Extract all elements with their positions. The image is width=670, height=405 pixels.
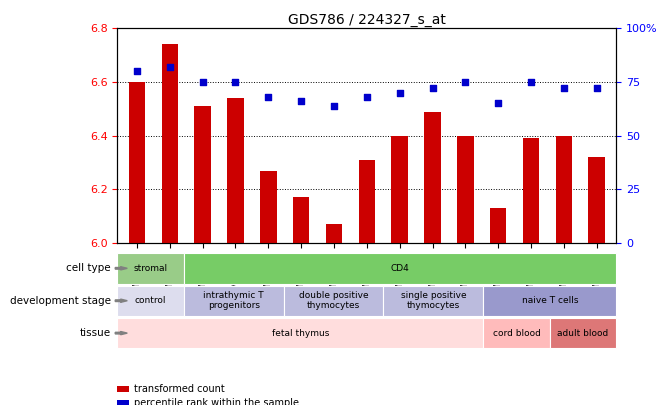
Point — [526, 79, 537, 85]
Bar — [588, 157, 605, 243]
Text: single positive
thymocytes: single positive thymocytes — [401, 291, 466, 310]
Point — [230, 79, 241, 85]
Bar — [424, 111, 441, 243]
Bar — [555, 136, 572, 243]
Bar — [383, 286, 483, 316]
Bar — [194, 106, 211, 243]
Bar — [293, 197, 310, 243]
Point — [263, 94, 273, 100]
Text: transformed count: transformed count — [134, 384, 224, 394]
Point — [427, 85, 438, 92]
Point — [295, 98, 306, 104]
Bar — [483, 286, 616, 316]
Bar — [483, 318, 550, 348]
Bar — [358, 160, 375, 243]
Point — [493, 100, 504, 107]
Point — [197, 79, 208, 85]
Text: stromal: stromal — [133, 264, 168, 273]
Title: GDS786 / 224327_s_at: GDS786 / 224327_s_at — [288, 13, 446, 27]
Point — [164, 64, 175, 70]
Text: cord blood: cord blood — [492, 328, 541, 338]
Text: control: control — [135, 296, 166, 305]
Text: tissue: tissue — [80, 328, 111, 338]
Bar — [161, 45, 178, 243]
Point — [362, 94, 373, 100]
Bar — [550, 318, 616, 348]
Text: adult blood: adult blood — [557, 328, 609, 338]
Point — [592, 85, 602, 92]
Bar — [260, 171, 277, 243]
Bar — [227, 98, 244, 243]
Text: naive T cells: naive T cells — [522, 296, 578, 305]
Text: CD4: CD4 — [391, 264, 409, 273]
Bar — [457, 136, 474, 243]
Bar — [184, 286, 283, 316]
Point — [395, 90, 405, 96]
Bar — [117, 253, 184, 284]
Bar — [129, 82, 145, 243]
Text: cell type: cell type — [66, 263, 111, 273]
Bar — [117, 286, 184, 316]
Bar — [283, 286, 383, 316]
Bar — [391, 136, 408, 243]
Bar — [117, 318, 483, 348]
Text: intrathymic T
progenitors: intrathymic T progenitors — [204, 291, 264, 310]
Point — [460, 79, 471, 85]
Text: double positive
thymocytes: double positive thymocytes — [299, 291, 368, 310]
Point — [559, 85, 570, 92]
Text: development stage: development stage — [9, 296, 111, 306]
Bar — [490, 208, 507, 243]
Point — [328, 102, 339, 109]
Point — [131, 68, 142, 75]
Bar — [523, 139, 539, 243]
Text: fetal thymus: fetal thymus — [271, 328, 329, 338]
Text: percentile rank within the sample: percentile rank within the sample — [134, 398, 299, 405]
Bar — [326, 224, 342, 243]
Bar — [184, 253, 616, 284]
